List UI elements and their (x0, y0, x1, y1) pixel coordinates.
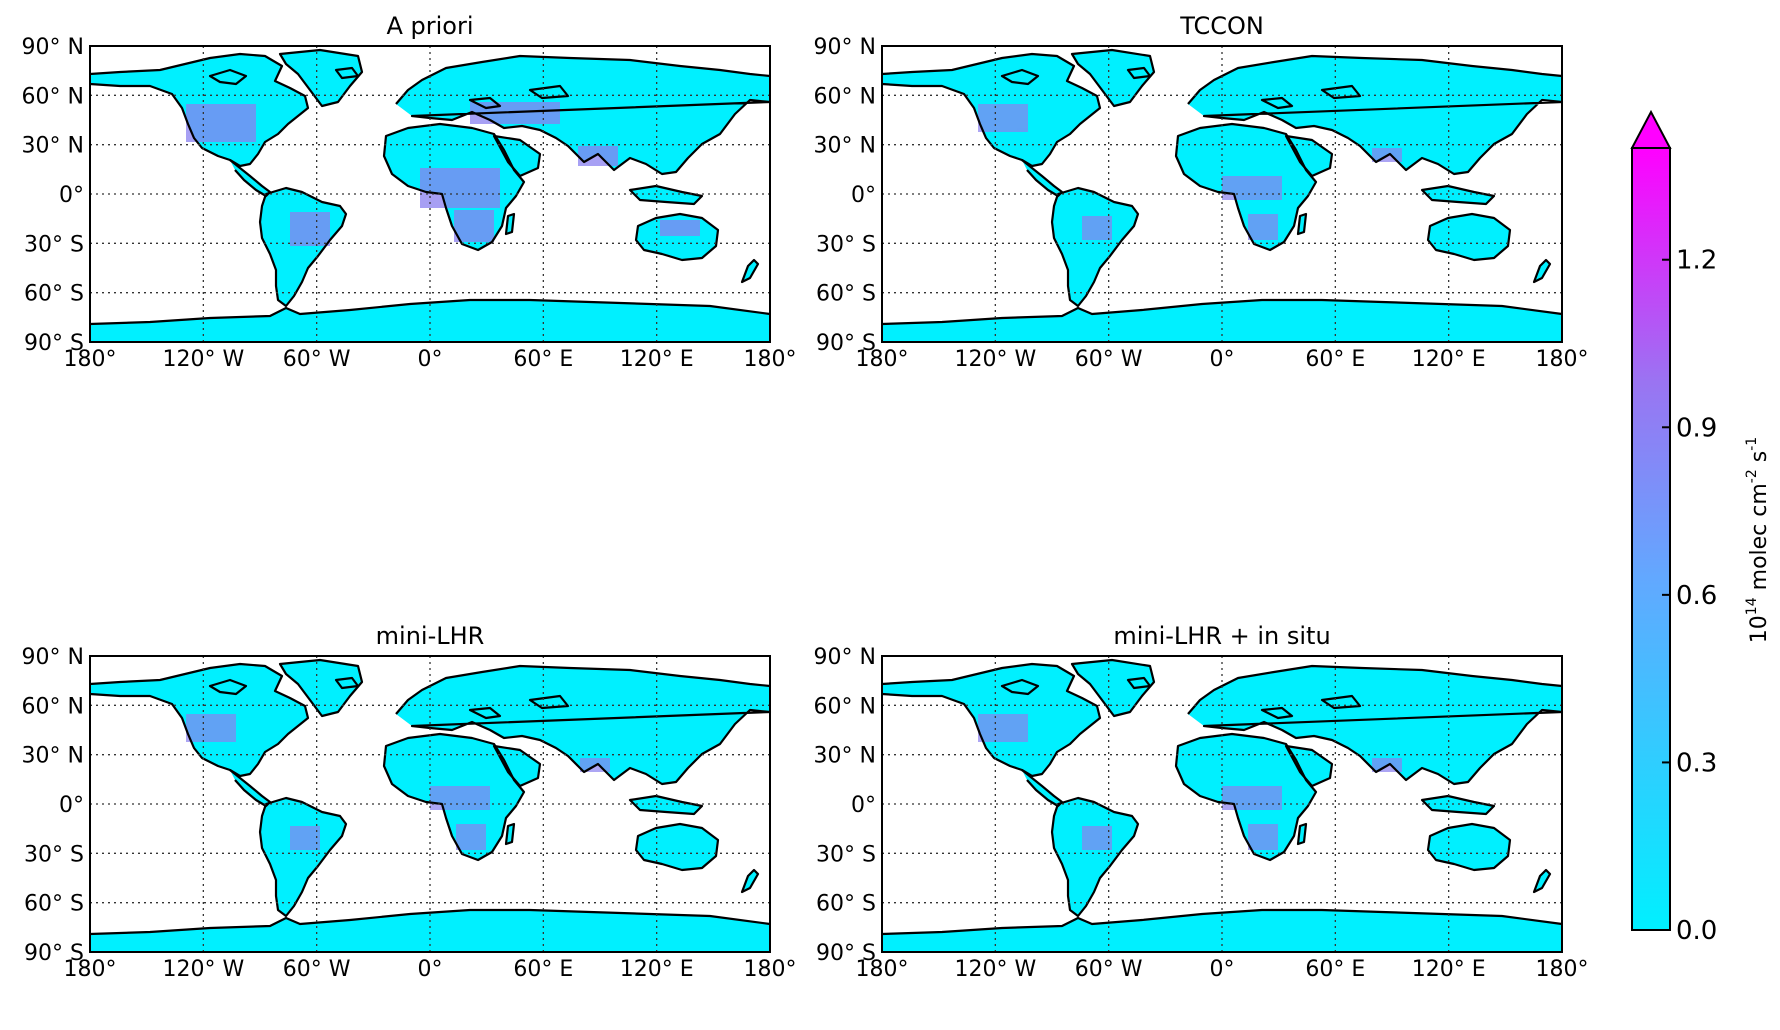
map-panel-tccon (880, 45, 1564, 343)
map-panel-mini-lhr (88, 655, 772, 953)
label-s-exp: -1 (1744, 437, 1760, 451)
lat-tick-label: 90° N (814, 645, 876, 670)
lon-tick-label: 120° E (1412, 957, 1486, 982)
map-panel-a-priori (88, 45, 772, 343)
lon-tick-label: 180° (64, 957, 117, 982)
lon-tick-label: 120° E (620, 347, 694, 372)
lat-tick-label: 60° N (22, 84, 84, 109)
lat-axis: 90° N 60° N 30° N 0° 30° S 60° S 90° S (814, 645, 876, 966)
lon-tick-label: 60° E (1305, 957, 1365, 982)
lat-tick-label: 30° S (816, 232, 876, 257)
graticule (882, 656, 1562, 952)
panel-title: TCCON (1179, 12, 1264, 40)
panel-title: mini-LHR (376, 622, 485, 650)
lat-tick-label: 0° (59, 183, 84, 208)
map-frame (881, 45, 1563, 343)
panel-title: A priori (386, 12, 473, 40)
lon-tick-label: 120° W (954, 957, 1036, 982)
colorbar-tick-label: 0.9 (1676, 413, 1717, 443)
colorbar-label: 1014 molec cm-2 s-1 (1744, 437, 1772, 643)
lon-axis: 180° 120° W 60° W 0° 60° E 120° E 180° (64, 347, 797, 372)
lon-tick-label: 120° E (1412, 347, 1486, 372)
colorbar: 0.0 0.3 0.6 0.9 1.2 1014 molec cm-2 s-1 (1630, 109, 1772, 946)
lat-tick-label: 60° S (816, 282, 876, 307)
lat-tick-label: 30° N (814, 134, 876, 159)
graticule (90, 46, 770, 342)
lon-tick-label: 60° E (513, 957, 573, 982)
lat-axis: 90° N 60° N 30° N 0° 30° S 60° S 90° S (22, 645, 84, 966)
lon-tick-label: 0° (418, 347, 443, 372)
label-s: s (1747, 451, 1772, 462)
colorbar-extend-arrow (1630, 109, 1672, 149)
lat-tick-label: 90° N (814, 35, 876, 60)
lat-tick-label: 0° (851, 793, 876, 818)
lon-tick-label: 180° (64, 347, 117, 372)
lat-axis: 90° N 60° N 30° N 0° 30° S 60° S 90° S (814, 35, 876, 356)
lat-tick-label: 60° N (814, 84, 876, 109)
colorbar-tick-label: 0.0 (1676, 916, 1717, 946)
panel-title: mini-LHR + in situ (1113, 622, 1330, 650)
lon-axis: 180° 120° W 60° W 0° 60° E 120° E 180° (64, 957, 797, 982)
map-frame (881, 655, 1563, 953)
lat-tick-label: 60° S (24, 892, 84, 917)
lon-tick-label: 60° W (1075, 957, 1143, 982)
lat-tick-label: 60° N (814, 694, 876, 719)
lon-tick-label: 120° W (162, 347, 244, 372)
lat-tick-label: 30° N (814, 744, 876, 769)
lat-tick-label: 30° N (22, 744, 84, 769)
lon-tick-label: 60° W (1075, 347, 1143, 372)
colorbar-ticks: 0.0 0.3 0.6 0.9 1.2 (1662, 246, 1717, 946)
lon-tick-label: 60° E (513, 347, 573, 372)
label-exp: 14 (1744, 597, 1760, 615)
lat-tick-label: 90° S (24, 941, 84, 966)
lat-tick-label: 30° N (22, 134, 84, 159)
map-panel-mini-lhr-in-situ (880, 655, 1564, 953)
lon-tick-label: 120° W (954, 347, 1036, 372)
lon-tick-label: 180° (856, 957, 909, 982)
lon-tick-label: 60° W (283, 347, 351, 372)
lat-tick-label: 90° N (22, 645, 84, 670)
lon-axis: 180° 120° W 60° W 0° 60° E 120° E 180° (856, 957, 1589, 982)
colorbar-tick-label: 1.2 (1676, 246, 1717, 276)
lat-axis: 90° N 60° N 30° N 0° 30° S 60° S 90° S (22, 35, 84, 356)
lon-tick-label: 120° W (162, 957, 244, 982)
lon-tick-label: 180° (744, 957, 797, 982)
lon-axis: 180° 120° W 60° W 0° 60° E 120° E 180° (856, 347, 1589, 372)
lat-tick-label: 90° S (816, 941, 876, 966)
lat-tick-label: 60° S (816, 892, 876, 917)
label-unit: molec cm (1747, 483, 1772, 590)
map-frame (89, 655, 771, 953)
lon-tick-label: 60° E (1305, 347, 1365, 372)
lat-tick-label: 60° N (22, 694, 84, 719)
lon-tick-label: 180° (856, 347, 909, 372)
lat-tick-label: 30° S (816, 842, 876, 867)
colorbar-gradient (1631, 147, 1671, 931)
lon-tick-label: 180° (1536, 957, 1589, 982)
lat-tick-label: 90° N (22, 35, 84, 60)
lat-tick-label: 30° S (24, 842, 84, 867)
colorbar-tick-label: 0.6 (1676, 581, 1717, 611)
lat-tick-label: 90° S (24, 331, 84, 356)
colorbar-tick-label: 0.3 (1676, 748, 1717, 778)
graticule (90, 656, 770, 952)
lat-tick-label: 0° (851, 183, 876, 208)
graticule (882, 46, 1562, 342)
lon-tick-label: 0° (418, 957, 443, 982)
map-frame (89, 45, 771, 343)
lon-tick-label: 0° (1210, 347, 1235, 372)
label-cm-exp: -2 (1744, 469, 1760, 483)
lat-tick-label: 60° S (24, 282, 84, 307)
lat-tick-label: 0° (59, 793, 84, 818)
lon-tick-label: 0° (1210, 957, 1235, 982)
lon-tick-label: 120° E (620, 957, 694, 982)
lon-tick-label: 60° W (283, 957, 351, 982)
label-base: 10 (1747, 615, 1772, 643)
lat-tick-label: 30° S (24, 232, 84, 257)
lon-tick-label: 180° (744, 347, 797, 372)
lat-tick-label: 90° S (816, 331, 876, 356)
lon-tick-label: 180° (1536, 347, 1589, 372)
